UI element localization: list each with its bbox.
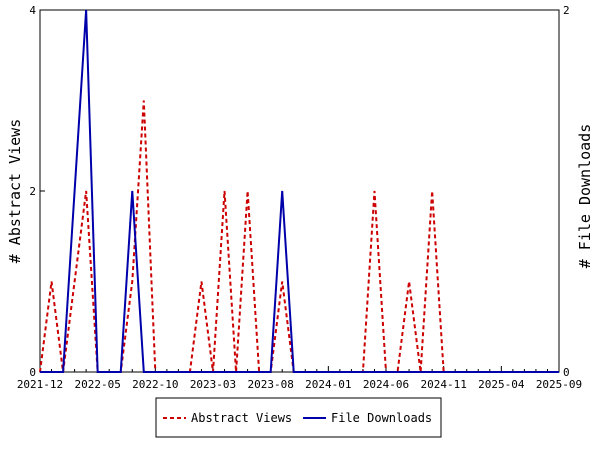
y-right-tick-label: 2 [563,4,570,17]
legend-box [155,397,442,438]
x-tick-label: 2023-08 [247,378,293,391]
x-tick-label: 2022-05 [74,378,120,391]
x-tick-label: 2025-09 [536,378,582,391]
legend-label-abstract-views: Abstract Views [191,411,292,425]
y-right-tick-label: 0 [563,366,570,379]
x-tick-label: 2025-04 [478,378,525,391]
x-tick-label: 2024-11 [420,378,466,391]
x-tick-label: 2022-10 [132,378,178,391]
series-file-downloads [40,9,559,373]
y-axis-left-title: # Abstract Views [6,119,24,264]
legend: Abstract Views File Downloads [155,397,442,438]
y-left-tick-label: 2 [29,185,36,198]
x-tick-label: 2021-12 [17,378,63,391]
y-left-tick-label: 0 [29,366,36,379]
legend-label-file-downloads: File Downloads [331,411,432,425]
x-tick-label: 2023-03 [190,378,236,391]
x-tick-label: 2024-01 [305,378,351,391]
series-layer [39,9,559,373]
plot-area [39,9,560,373]
y-left-tick-label: 4 [29,4,36,17]
y-axis-right-title: # File Downloads [576,124,594,269]
x-tick-label: 2024-06 [363,378,409,391]
